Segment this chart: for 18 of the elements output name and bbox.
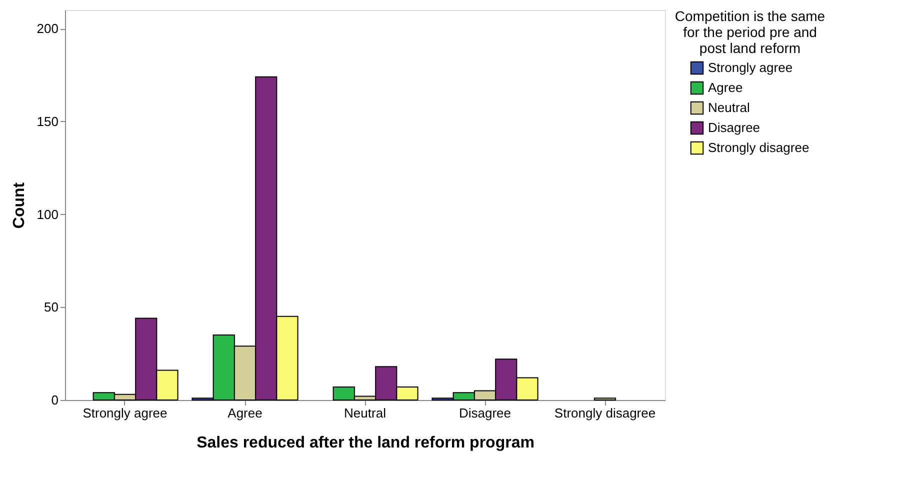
legend-title: Competition is the same for the period pre and post land reform	[674, 8, 826, 56]
legend-label: Neutral	[708, 100, 750, 115]
x-tick-label: Disagree	[458, 406, 512, 420]
x-tick-label: Neutral	[344, 406, 386, 420]
x-tick-label: Strongly disagree	[554, 406, 656, 420]
y-tick-label: 200	[36, 21, 58, 36]
y-tick-label: 100	[36, 206, 58, 222]
y-axis-title: Count	[10, 182, 28, 229]
x-tick-label: Strongly agree	[82, 406, 168, 420]
x-tick-label: Agree	[228, 406, 262, 420]
y-tick-label: 0	[51, 392, 58, 408]
legend-label: Strongly disagree	[708, 140, 810, 155]
legend-label: Strongly agree	[708, 60, 793, 75]
y-tick-label: 50	[44, 300, 58, 315]
legend-label: Disagree	[708, 120, 760, 135]
x-axis-title: Sales reduced after the land reform program	[196, 434, 534, 452]
legend-label: Agree	[708, 80, 743, 95]
y-tick-label: 150	[36, 114, 58, 129]
